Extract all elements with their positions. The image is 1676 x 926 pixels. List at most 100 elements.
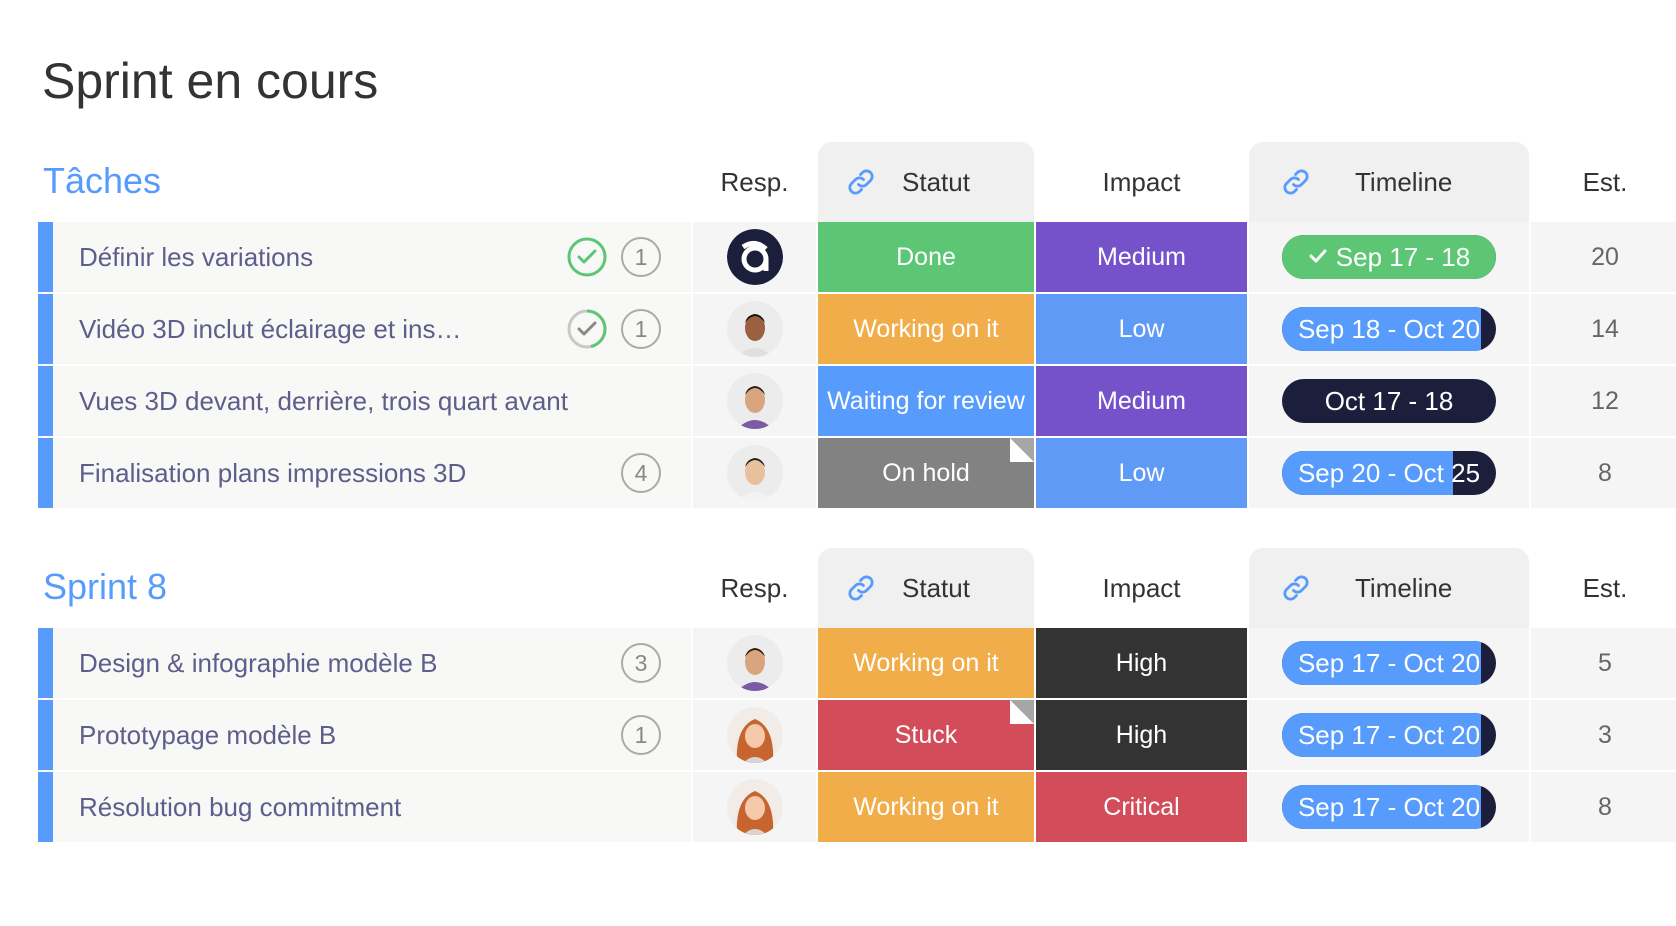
status-cell[interactable]: Working on it bbox=[818, 628, 1034, 698]
link-icon[interactable] bbox=[1281, 573, 1311, 603]
impact-cell[interactable]: Medium bbox=[1036, 222, 1247, 292]
timeline-cell[interactable]: Oct 17 - 18 bbox=[1249, 366, 1529, 436]
resp-cell[interactable] bbox=[693, 628, 816, 698]
timeline-pill[interactable]: Sep 20 - Oct 25 bbox=[1282, 451, 1496, 495]
avatar[interactable] bbox=[726, 635, 783, 691]
item-name-cell[interactable]: Vues 3D devant, derrière, trois quart av… bbox=[53, 366, 691, 436]
resp-cell[interactable] bbox=[693, 222, 816, 292]
table-row[interactable]: Vues 3D devant, derrière, trois quart av… bbox=[38, 366, 1676, 436]
timeline-cell[interactable]: Sep 17 - Oct 20 bbox=[1249, 772, 1529, 842]
timeline-pill[interactable]: Sep 17 - 18 bbox=[1282, 235, 1496, 279]
status-cell[interactable]: Working on it bbox=[818, 294, 1034, 364]
item-name-cell[interactable]: Vidéo 3D inclut éclairage et ins… 1 bbox=[53, 294, 691, 364]
timeline-cell[interactable]: Sep 20 - Oct 25 bbox=[1249, 438, 1529, 508]
status-cell[interactable]: Done bbox=[818, 222, 1034, 292]
impact-cell[interactable]: Critical bbox=[1036, 772, 1247, 842]
item-name-cell[interactable]: Définir les variations 1 bbox=[53, 222, 691, 292]
timeline-pill[interactable]: Sep 17 - Oct 20 bbox=[1282, 785, 1496, 829]
item-name[interactable]: Prototypage modèle B bbox=[79, 720, 337, 750]
group-header: Sprint 8 Resp. Statut Impact Timeline Est. bbox=[38, 548, 1638, 628]
avatar[interactable] bbox=[726, 445, 783, 501]
impact-cell[interactable]: Medium bbox=[1036, 366, 1247, 436]
progress-check-icon[interactable] bbox=[566, 308, 608, 350]
column-header-resp[interactable]: Resp. bbox=[693, 548, 816, 628]
item-name[interactable]: Finalisation plans impressions 3D bbox=[79, 458, 467, 488]
timeline-cell[interactable]: Sep 18 - Oct 20 bbox=[1249, 294, 1529, 364]
item-name[interactable]: Définir les variations bbox=[79, 242, 314, 272]
column-header-impact[interactable]: Impact bbox=[1036, 142, 1247, 222]
timeline-pill[interactable]: Sep 17 - Oct 20 bbox=[1282, 713, 1496, 757]
resp-cell[interactable] bbox=[693, 366, 816, 436]
resp-cell[interactable] bbox=[693, 438, 816, 508]
timeline-pill[interactable]: Sep 18 - Oct 20 bbox=[1282, 307, 1496, 351]
table-row[interactable]: Prototypage modèle B 1 Stuck High Sep 17 - O… bbox=[38, 700, 1676, 770]
column-header-resp[interactable]: Resp. bbox=[693, 142, 816, 222]
impact-label: Low bbox=[1118, 314, 1165, 343]
table-row[interactable]: Vidéo 3D inclut éclairage et ins… 1 Workin… bbox=[38, 294, 1676, 364]
updates-count-badge[interactable]: 1 bbox=[621, 309, 661, 349]
table-row[interactable]: Design & infographie modèle B 3 Working on… bbox=[38, 628, 1676, 698]
est-cell[interactable]: 12 bbox=[1531, 366, 1676, 436]
resp-cell[interactable] bbox=[693, 700, 816, 770]
timeline-pill[interactable]: Sep 17 - Oct 20 bbox=[1282, 641, 1496, 685]
timeline-progress-fill bbox=[1282, 641, 1482, 685]
avatar[interactable] bbox=[726, 707, 783, 763]
avatar[interactable] bbox=[726, 373, 783, 429]
item-name-cell[interactable]: Finalisation plans impressions 3D 4 bbox=[53, 438, 691, 508]
impact-cell[interactable]: High bbox=[1036, 628, 1247, 698]
check-circle-icon[interactable] bbox=[566, 236, 608, 278]
column-header-est[interactable]: Est. bbox=[1531, 142, 1676, 222]
timeline-pill[interactable]: Oct 17 - 18 bbox=[1282, 379, 1496, 423]
est-cell[interactable]: 8 bbox=[1531, 438, 1676, 508]
avatar[interactable] bbox=[726, 779, 783, 835]
timeline-cell[interactable]: Sep 17 - Oct 20 bbox=[1249, 628, 1529, 698]
updates-count-badge[interactable]: 1 bbox=[621, 715, 661, 755]
table-row[interactable]: Définir les variations 1 Done Medium Sep 17 … bbox=[38, 222, 1676, 292]
column-header-timeline[interactable]: Timeline bbox=[1249, 548, 1529, 628]
resp-cell[interactable] bbox=[693, 772, 816, 842]
group-title[interactable]: Sprint 8 bbox=[43, 566, 168, 607]
column-header-status[interactable]: Statut bbox=[818, 142, 1034, 222]
updates-count-badge[interactable]: 1 bbox=[621, 237, 661, 277]
est-cell[interactable]: 8 bbox=[1531, 772, 1676, 842]
table-row[interactable]: Finalisation plans impressions 3D 4 On hol… bbox=[38, 438, 1676, 508]
item-name-cell[interactable]: Prototypage modèle B 1 bbox=[53, 700, 691, 770]
impact-label: High bbox=[1115, 648, 1168, 677]
updates-count-badge[interactable]: 4 bbox=[621, 453, 661, 493]
item-name-cell[interactable]: Design & infographie modèle B 3 bbox=[53, 628, 691, 698]
note-fold-icon bbox=[1010, 438, 1034, 462]
timeline-progress-fill bbox=[1282, 451, 1454, 495]
est-cell[interactable]: 3 bbox=[1531, 700, 1676, 770]
status-cell[interactable]: Waiting for review bbox=[818, 366, 1034, 436]
column-header-est[interactable]: Est. bbox=[1531, 548, 1676, 628]
timeline-cell[interactable]: Sep 17 - Oct 20 bbox=[1249, 700, 1529, 770]
avatar[interactable] bbox=[726, 301, 783, 357]
status-cell[interactable]: Stuck bbox=[818, 700, 1034, 770]
avatar[interactable] bbox=[726, 229, 783, 285]
link-icon[interactable] bbox=[846, 167, 876, 197]
item-name[interactable]: Résolution bug commitment bbox=[79, 792, 402, 822]
timeline-progress-fill bbox=[1282, 713, 1482, 757]
item-name[interactable]: Vidéo 3D inclut éclairage et ins… bbox=[79, 314, 462, 344]
est-cell[interactable]: 14 bbox=[1531, 294, 1676, 364]
item-name-cell[interactable]: Résolution bug commitment bbox=[53, 772, 691, 842]
updates-count-badge[interactable]: 3 bbox=[621, 643, 661, 683]
status-cell[interactable]: Working on it bbox=[818, 772, 1034, 842]
impact-cell[interactable]: High bbox=[1036, 700, 1247, 770]
item-name[interactable]: Vues 3D devant, derrière, trois quart av… bbox=[79, 386, 568, 416]
group-title[interactable]: Tâches bbox=[43, 160, 162, 201]
item-name[interactable]: Design & infographie modèle B bbox=[79, 648, 438, 678]
impact-cell[interactable]: Low bbox=[1036, 438, 1247, 508]
est-cell[interactable]: 20 bbox=[1531, 222, 1676, 292]
impact-cell[interactable]: Low bbox=[1036, 294, 1247, 364]
timeline-cell[interactable]: Sep 17 - 18 bbox=[1249, 222, 1529, 292]
est-cell[interactable]: 5 bbox=[1531, 628, 1676, 698]
column-header-impact[interactable]: Impact bbox=[1036, 548, 1247, 628]
status-cell[interactable]: On hold bbox=[818, 438, 1034, 508]
link-icon[interactable] bbox=[1281, 167, 1311, 197]
link-icon[interactable] bbox=[846, 573, 876, 603]
column-header-timeline[interactable]: Timeline bbox=[1249, 142, 1529, 222]
column-header-status[interactable]: Statut bbox=[818, 548, 1034, 628]
table-row[interactable]: Résolution bug commitment Working on it Cr… bbox=[38, 772, 1676, 842]
resp-cell[interactable] bbox=[693, 294, 816, 364]
